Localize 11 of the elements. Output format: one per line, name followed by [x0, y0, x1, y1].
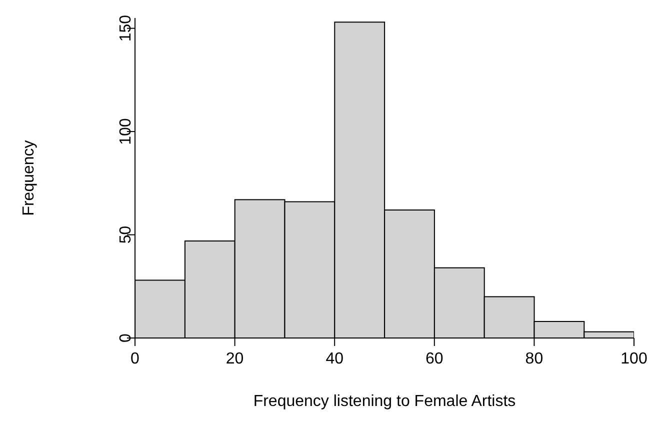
x-tick-label: 20	[226, 350, 244, 368]
y-tick-label: 100	[118, 118, 135, 145]
y-tick-label: 150	[118, 14, 135, 42]
y-tick-label: 50	[118, 226, 135, 244]
x-axis-title: Frequency listening to Female Artists	[253, 393, 516, 410]
y-tick-label: 0	[118, 333, 135, 342]
x-tick-label: 80	[525, 350, 544, 368]
x-tick-label: 100	[620, 350, 648, 368]
x-tick-label: 60	[426, 350, 444, 368]
y-axis-title: Frequency	[20, 140, 38, 216]
x-tick-label: 40	[326, 350, 344, 368]
